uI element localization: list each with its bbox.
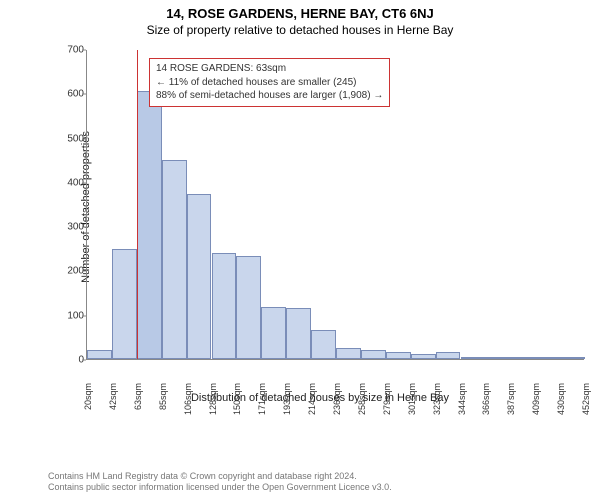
page-subtitle: Size of property relative to detached ho… (0, 21, 600, 37)
histogram-bar (112, 249, 137, 359)
y-tick-mark (82, 271, 86, 272)
histogram-bar (286, 308, 311, 359)
y-tick-label: 200 (50, 266, 84, 277)
x-axis-label: Distribution of detached houses by size … (50, 392, 590, 404)
annotation-line: 14 ROSE GARDENS: 63sqm (156, 62, 383, 76)
y-tick-mark (82, 138, 86, 139)
footer-attribution: Contains HM Land Registry data © Crown c… (48, 471, 392, 494)
y-tick-mark (82, 50, 86, 51)
page-title: 14, ROSE GARDENS, HERNE BAY, CT6 6NJ (0, 0, 600, 21)
histogram-bar (411, 354, 436, 359)
histogram-bar (261, 307, 286, 359)
y-tick-mark (82, 182, 86, 183)
histogram-bar (87, 350, 112, 359)
y-tick-label: 100 (50, 310, 84, 321)
y-tick-label: 400 (50, 177, 84, 188)
annotation-box: 14 ROSE GARDENS: 63sqm← 11% of detached … (149, 58, 390, 107)
histogram-bar (386, 352, 411, 359)
y-tick-label: 500 (50, 133, 84, 144)
y-tick-mark (82, 94, 86, 95)
y-tick-mark (82, 227, 86, 228)
histogram-bar (560, 357, 585, 359)
histogram-chart: Number of detached properties 14 ROSE GA… (50, 46, 590, 406)
histogram-bar (535, 357, 560, 359)
annotation-line: ← 11% of detached houses are smaller (24… (156, 76, 383, 90)
y-tick-label: 0 (50, 355, 84, 366)
y-tick-label: 600 (50, 89, 84, 100)
y-tick-mark (82, 360, 86, 361)
footer-line-2: Contains public sector information licen… (48, 482, 392, 494)
histogram-bar (436, 352, 461, 359)
histogram-bar (236, 256, 261, 359)
subject-marker-line (137, 50, 138, 359)
histogram-bar (162, 160, 187, 359)
histogram-bar (510, 357, 535, 359)
histogram-bar (137, 91, 162, 359)
y-tick-label: 700 (50, 45, 84, 56)
footer-line-1: Contains HM Land Registry data © Crown c… (48, 471, 392, 483)
annotation-line: 88% of semi-detached houses are larger (… (156, 89, 383, 103)
histogram-bar (311, 330, 336, 359)
y-tick-mark (82, 315, 86, 316)
histogram-bar (336, 348, 361, 359)
histogram-bar (461, 357, 486, 359)
histogram-bar (485, 357, 510, 359)
histogram-bar (187, 194, 212, 359)
histogram-bar (361, 350, 386, 359)
y-tick-label: 300 (50, 222, 84, 233)
histogram-bar (212, 253, 237, 359)
plot-area: 14 ROSE GARDENS: 63sqm← 11% of detached … (86, 50, 584, 360)
